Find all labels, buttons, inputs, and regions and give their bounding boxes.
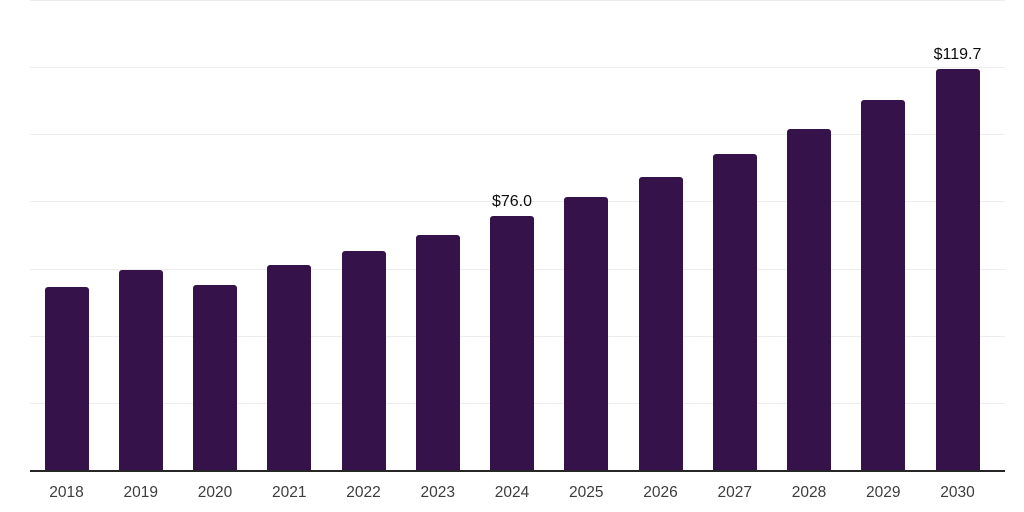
plot-area: $76.0 $119.7 xyxy=(30,0,1005,472)
bar-2023 xyxy=(415,234,460,471)
data-label-2024: $76.0 xyxy=(491,192,533,210)
bar-2024 xyxy=(490,215,534,471)
bar-2025 xyxy=(564,197,609,471)
bar-2028 xyxy=(787,128,831,471)
bar-2029 xyxy=(861,100,906,471)
x-tick-label-2021: 2021 xyxy=(272,484,307,501)
bar-2026 xyxy=(638,176,683,471)
gridline-100 xyxy=(30,134,1005,136)
bar-2019 xyxy=(118,269,163,471)
x-tick-label-2018: 2018 xyxy=(49,484,84,501)
x-axis-labels: 2018 2019 2020 2021 2022 2023 2024 2025 2026 2027… xyxy=(30,484,1005,504)
x-tick-label-2028: 2028 xyxy=(791,484,827,501)
x-tick-label-2027: 2027 xyxy=(717,484,752,501)
bar-2022 xyxy=(341,251,386,471)
x-tick-label-2020: 2020 xyxy=(197,484,233,501)
bar-2018 xyxy=(44,287,89,471)
gridline-140 xyxy=(30,0,1005,1)
x-tick-label-2030: 2030 xyxy=(940,484,975,501)
x-tick-label-2024: 2024 xyxy=(494,484,530,501)
x-tick-label-2026: 2026 xyxy=(643,484,678,501)
bar-2020 xyxy=(193,284,237,471)
gridline-80 xyxy=(30,201,1005,203)
x-tick-label-2023: 2023 xyxy=(420,484,455,501)
x-tick-label-2025: 2025 xyxy=(569,484,604,501)
x-tick-label-2019: 2019 xyxy=(123,484,158,501)
x-tick-label-2022: 2022 xyxy=(346,484,381,501)
gridline-120 xyxy=(30,67,1005,69)
data-label-2030: $119.7 xyxy=(933,46,982,64)
x-tick-label-2029: 2029 xyxy=(866,484,901,501)
bar-2030 xyxy=(935,69,980,471)
x-axis-line xyxy=(30,470,1005,472)
bar-2021 xyxy=(267,264,312,471)
bar-2027 xyxy=(712,154,757,471)
